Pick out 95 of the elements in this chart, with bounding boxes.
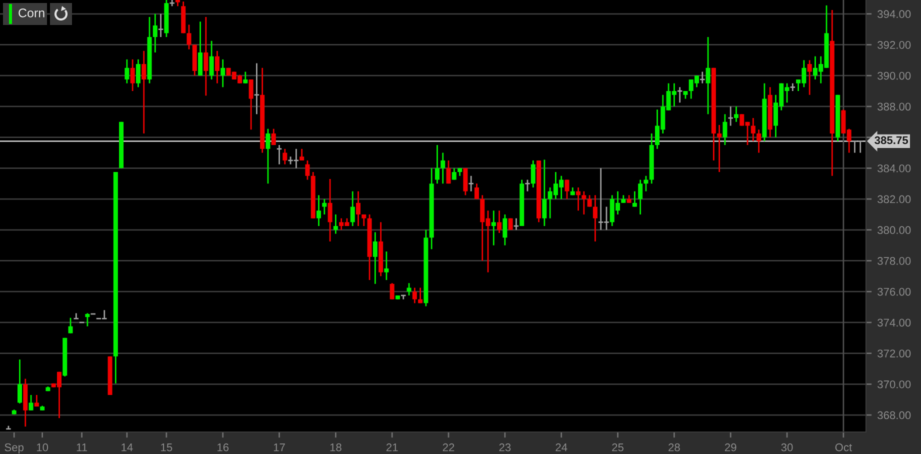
candlestick <box>644 175 648 192</box>
candlestick <box>152 13 158 54</box>
candlestick <box>136 58 140 88</box>
candlestick <box>350 190 355 227</box>
x-tick-label: 25 <box>612 443 624 452</box>
candlestick <box>266 128 270 184</box>
candlestick <box>542 158 547 227</box>
y-tick-label: 394.00 <box>878 10 911 18</box>
y-tick-label: 370.00 <box>878 380 911 388</box>
x-tick-label: 17 <box>274 444 285 452</box>
candlestick <box>158 13 164 38</box>
candlestick <box>276 144 282 166</box>
candlestick <box>68 317 73 334</box>
candlestick <box>734 106 738 123</box>
y-tick-label: 376.00 <box>878 288 911 296</box>
x-tick-label: 28 <box>668 443 680 452</box>
candlestick <box>316 194 322 227</box>
candlestick <box>474 182 479 200</box>
candlestick <box>582 190 586 216</box>
text: Corn <box>18 8 44 18</box>
candlestick <box>756 128 762 154</box>
candlestick <box>28 394 34 412</box>
candlestick <box>807 59 812 96</box>
candlestick <box>328 178 332 242</box>
candlestick <box>440 152 446 184</box>
y-tick-label: 374.00 <box>878 318 911 327</box>
candlestick <box>406 282 412 296</box>
candlestick <box>130 58 135 92</box>
candlestick <box>434 144 440 184</box>
x-tick-label: 29 <box>724 443 736 452</box>
x-tick-label: 22 <box>442 443 454 452</box>
candlestick <box>220 58 226 88</box>
y-tick-label: 392.00 <box>878 41 911 49</box>
y-tick-label: 382.00 <box>878 195 911 204</box>
candlestick <box>530 160 536 188</box>
x-tick-label: 30 <box>781 443 793 452</box>
candlestick <box>502 214 508 246</box>
x-tick-label: 11 <box>76 444 88 452</box>
candlestick <box>463 167 468 196</box>
candlestick <box>73 312 80 320</box>
candlestick <box>209 40 214 80</box>
ref-line-label: 385.75 <box>874 136 908 144</box>
candlestick <box>356 190 361 227</box>
candlestick <box>248 78 254 130</box>
candlestick <box>592 194 598 242</box>
y-tick-label: 378.00 <box>878 257 911 265</box>
candlestick <box>372 232 378 285</box>
candlestick <box>750 117 756 142</box>
candlestick <box>214 50 220 84</box>
y-tick-label: 380.00 <box>878 226 911 234</box>
x-tick-label: 23 <box>499 443 511 452</box>
candlestick <box>384 250 389 281</box>
y-tick-label: 368.00 <box>878 411 911 420</box>
candlestick <box>300 148 304 162</box>
candlestick <box>418 287 423 304</box>
candlestick <box>204 16 208 96</box>
x-tick-label: 10 <box>36 443 48 452</box>
candlestick <box>142 50 146 134</box>
x-tick-label: 14 <box>122 444 133 452</box>
y-tick-label: 388.00 <box>878 102 911 111</box>
candlestick <box>564 179 570 200</box>
candlestick <box>85 312 90 328</box>
y-tick-label: 384.00 <box>878 164 911 172</box>
candlestick <box>722 113 728 146</box>
candlestick <box>706 36 710 115</box>
candlestick <box>124 58 130 84</box>
candlestick <box>638 179 643 216</box>
candlestick <box>497 210 502 234</box>
x-tick-label: 24 <box>556 443 568 452</box>
candlestick <box>632 190 637 208</box>
x-tick-label: 16 <box>218 443 229 452</box>
candlestick <box>17 358 22 404</box>
candlestick <box>322 198 327 216</box>
candlestick <box>390 282 394 300</box>
candlestick <box>576 186 581 212</box>
candlestick <box>717 124 722 173</box>
candlestick <box>446 160 451 184</box>
candlestick <box>243 71 248 84</box>
candlestick <box>305 160 310 180</box>
candlestick <box>186 24 192 50</box>
candlestick <box>271 128 276 146</box>
candlestick <box>333 214 338 234</box>
x-tick-label: Oct <box>835 443 852 452</box>
x-tick-label: 21 <box>386 443 398 452</box>
x-tick-label: 18 <box>330 443 342 452</box>
candlestick <box>412 287 417 304</box>
y-tick-label: 372.00 <box>878 350 911 358</box>
candlestick <box>491 210 496 246</box>
y-tick-label: 390.00 <box>878 72 911 80</box>
candlestick <box>254 62 260 115</box>
candlestick <box>198 20 203 76</box>
x-tick-label: Sep <box>4 443 24 454</box>
candlestick <box>468 175 474 192</box>
candlestick <box>282 148 288 166</box>
x-tick-label: 15 <box>161 444 172 452</box>
